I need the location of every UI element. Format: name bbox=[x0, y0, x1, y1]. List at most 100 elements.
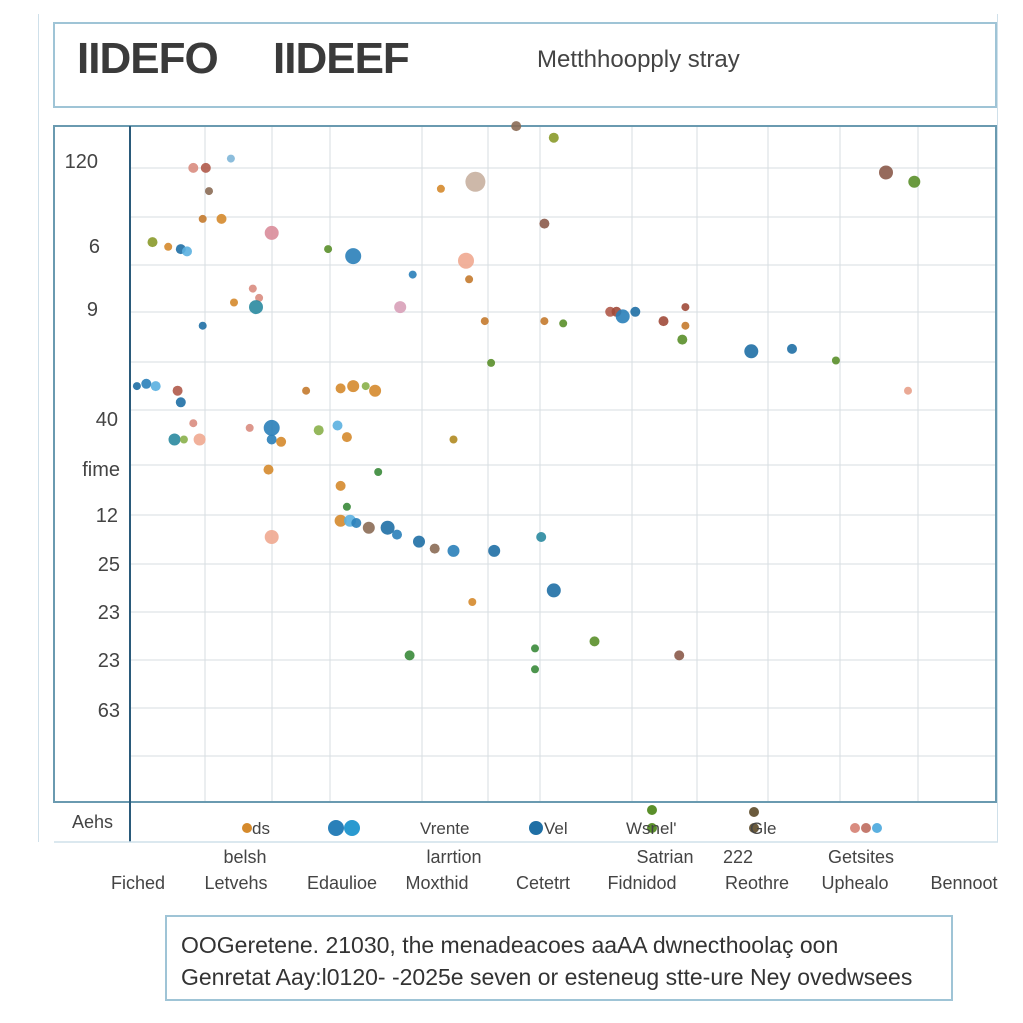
x-tick-label: Edaulioe bbox=[307, 873, 377, 893]
data-point bbox=[362, 521, 375, 534]
data-point bbox=[380, 520, 395, 535]
data-point bbox=[658, 316, 669, 327]
data-point bbox=[335, 383, 346, 394]
data-point bbox=[200, 162, 211, 173]
data-point bbox=[447, 544, 460, 557]
y-tick-label: 23 bbox=[98, 650, 120, 672]
data-point bbox=[465, 171, 486, 192]
data-point bbox=[188, 162, 199, 173]
header-title-left: IIDEFO bbox=[77, 34, 219, 83]
y-tick-layer: 120 6 9 40 fime 12 25 23 23 63 Aehs bbox=[65, 151, 120, 832]
data-point bbox=[313, 425, 324, 436]
y-tick-label: 12 bbox=[96, 505, 118, 527]
y-tick-label: 120 bbox=[65, 151, 98, 173]
data-point bbox=[147, 237, 158, 248]
y-side-label: Aehs bbox=[72, 812, 113, 832]
data-point bbox=[674, 650, 685, 661]
data-point bbox=[347, 380, 360, 393]
data-point bbox=[531, 665, 539, 674]
data-point bbox=[681, 321, 690, 330]
data-point bbox=[345, 248, 362, 265]
data-point bbox=[589, 636, 600, 647]
data-point bbox=[408, 270, 417, 279]
data-point bbox=[276, 436, 287, 447]
data-point bbox=[831, 356, 840, 365]
data-point bbox=[436, 184, 445, 193]
y-tick-label: 25 bbox=[98, 554, 120, 576]
x-tick-label: Bennoot bbox=[930, 873, 997, 893]
legend-label: Vrente bbox=[420, 819, 469, 838]
x-tick-layer: belsh larrtion Satrian 222 Getsites Fiched Let… bbox=[111, 847, 998, 893]
data-point bbox=[404, 650, 415, 661]
data-point bbox=[458, 252, 474, 269]
x-tick-label-upper: Satrian bbox=[636, 847, 693, 867]
data-point bbox=[341, 432, 352, 443]
legend-label: Wsnel' bbox=[626, 819, 676, 838]
data-point bbox=[744, 344, 759, 359]
data-point bbox=[908, 175, 921, 188]
legend-label: Vel bbox=[544, 819, 568, 838]
points-layer bbox=[132, 121, 921, 674]
legend-layer: ds Vrente Vel Wsnel' Gle bbox=[242, 805, 882, 838]
data-point bbox=[168, 433, 181, 446]
data-point bbox=[429, 543, 440, 554]
legend-marker bbox=[749, 823, 759, 833]
x-tick-label-upper: 222 bbox=[723, 847, 753, 867]
legend-marker bbox=[647, 805, 657, 815]
data-point bbox=[394, 301, 407, 314]
data-point bbox=[198, 214, 207, 223]
data-point bbox=[175, 397, 186, 408]
data-point bbox=[342, 502, 351, 511]
legend-marker bbox=[242, 823, 252, 833]
data-point bbox=[172, 385, 183, 396]
data-point bbox=[540, 317, 549, 326]
y-tick-label: 40 bbox=[96, 409, 118, 431]
data-point bbox=[413, 535, 425, 548]
data-point bbox=[559, 319, 568, 328]
data-point bbox=[182, 246, 192, 257]
legend-label: ds bbox=[252, 819, 270, 838]
x-tick-label: Uphealo bbox=[821, 873, 888, 893]
data-point bbox=[226, 154, 235, 163]
x-tick-label: Cetetrt bbox=[516, 873, 570, 893]
data-point bbox=[487, 358, 496, 367]
y-tick-label: 9 bbox=[87, 299, 98, 321]
plot-frame-layer bbox=[53, 125, 998, 843]
legend-marker bbox=[850, 823, 860, 833]
legend-marker bbox=[872, 823, 882, 833]
data-point bbox=[531, 644, 539, 653]
y-tick-label: 6 bbox=[89, 236, 100, 258]
legend-marker bbox=[344, 820, 360, 836]
data-point bbox=[787, 343, 797, 354]
caption-panel: OOGeretene. 21030, the menadeacoes aaAA … bbox=[165, 915, 953, 1001]
data-point bbox=[468, 598, 477, 606]
data-point bbox=[332, 420, 343, 431]
data-point bbox=[249, 300, 263, 315]
data-point bbox=[179, 435, 188, 444]
legend-marker bbox=[647, 823, 657, 833]
data-point bbox=[324, 245, 333, 254]
data-point bbox=[245, 423, 254, 432]
data-point bbox=[536, 532, 547, 542]
data-point bbox=[263, 419, 280, 436]
data-point bbox=[334, 514, 347, 527]
data-point bbox=[546, 583, 561, 598]
data-point bbox=[539, 218, 550, 229]
x-tick-label: Letvehs bbox=[204, 873, 267, 893]
y-tick-label: 23 bbox=[98, 602, 120, 624]
data-point bbox=[488, 544, 501, 557]
legend-marker bbox=[749, 807, 759, 817]
data-point bbox=[150, 381, 161, 392]
data-point bbox=[465, 275, 474, 284]
data-point bbox=[141, 378, 152, 389]
data-point bbox=[198, 321, 207, 330]
data-point bbox=[335, 480, 346, 491]
data-point bbox=[193, 433, 206, 446]
data-point bbox=[361, 382, 370, 391]
caption-line-1: OOGeretene. 21030, the menadeacoes aaAA … bbox=[181, 932, 839, 958]
data-point bbox=[263, 464, 274, 475]
x-tick-label: Reothre bbox=[725, 873, 789, 893]
x-tick-label: Moxthid bbox=[405, 873, 468, 893]
legend-marker bbox=[529, 821, 543, 835]
header-title-mid: IIDEEF bbox=[273, 34, 410, 83]
